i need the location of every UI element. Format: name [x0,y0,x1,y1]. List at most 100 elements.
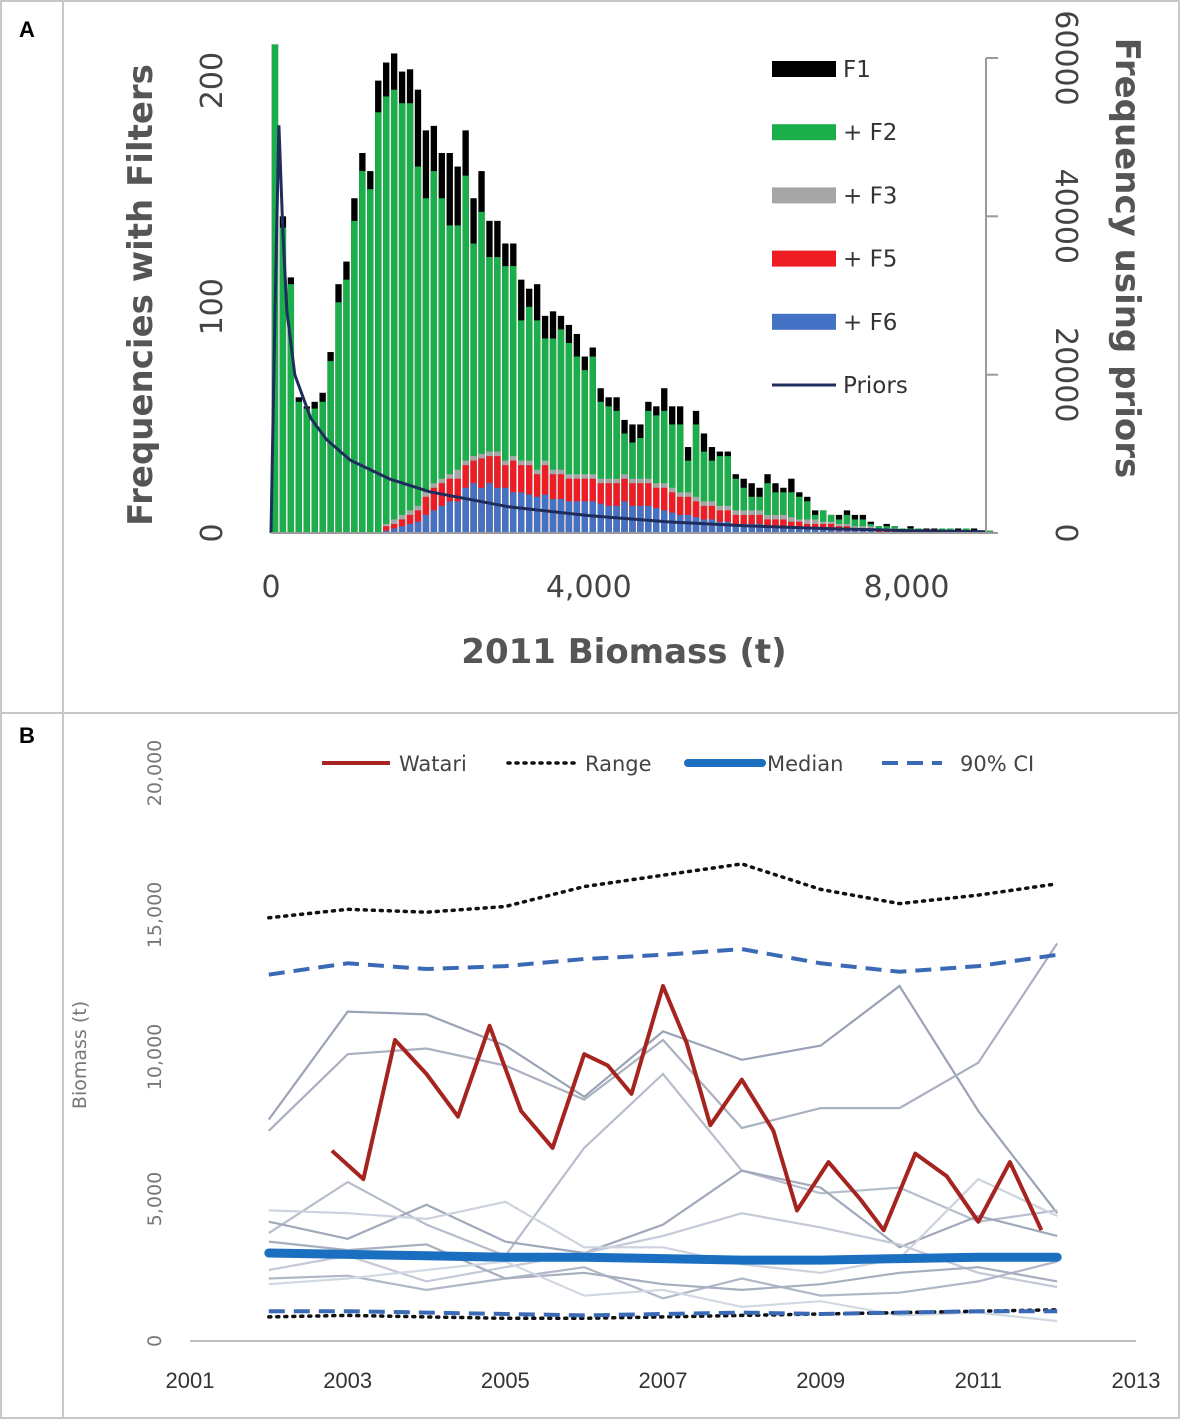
bar-f2-bin-34 [541,338,549,533]
legend-swatch [772,187,836,204]
bar-f6-bin-37 [565,501,573,533]
bar-f6-bin-59 [740,523,747,533]
legend-label: + F5 [843,247,897,273]
bar-f6-bin-35 [549,499,557,533]
bar-f6-bin-32 [526,494,533,533]
legend: F1 + F2 + F3 + F5 + F6 Priors [772,57,908,399]
bar-f6-bin-36 [557,499,565,533]
x-ticks: 0 4,000 8,000 [261,570,949,605]
bar-f6-bin-38 [573,501,581,533]
legend-label: + F6 [843,310,897,336]
left-y-ticks: 0 100 200 [195,52,230,543]
right-y-tick-label: 0 [1048,523,1083,542]
bar-f6-bin-75 [867,530,874,533]
bar-f6-bin-65 [788,528,795,533]
bar-f6-bin-66 [796,528,803,533]
bar-f2-bin-35 [549,338,557,533]
panel-b-label: B [19,723,35,748]
bar-f6-bin-56 [716,521,724,533]
bar-f6-bin-14 [383,530,390,533]
bar-f6-bin-41 [597,503,604,533]
bar-f2-bin-90 [986,530,994,533]
bar-f6-bin-22 [446,501,453,533]
bar-f6-bin-25 [470,483,477,533]
x-tick-label: 2013 [1112,1368,1161,1393]
series-other-8 [268,1240,1058,1292]
bar-f2-bin-18 [414,166,422,533]
bar-f6-bin-57 [724,521,731,533]
bar-f2-bin-14 [383,96,390,533]
bar-f6-bin-68 [812,528,819,533]
x-tick-label: 4,000 [546,570,632,605]
x-tick-label: 8,000 [864,570,950,605]
left-y-axis-title: Frequencies with Filters [121,64,161,526]
legend-label: F1 [843,57,871,83]
legend-label: 90% CI [960,752,1034,776]
bar-f2-bin-40 [589,356,596,533]
bar-f2-bin-39 [581,370,588,533]
bar-f6-bin-16 [398,526,406,533]
bar-f2-bin-6 [319,401,326,533]
bar-f6-bin-23 [454,501,461,533]
bar-f2-bin-50 [669,424,676,533]
x-tick-label: 2007 [639,1368,688,1393]
right-y-axis-title: Frequency using priors [1107,38,1147,478]
x-ticks: 2001 2003 2005 2007 2009 2011 2013 [166,1368,1161,1393]
series-median [264,1248,1062,1265]
bar-f6-bin-62 [764,526,771,533]
bar-f2-bin-11 [359,171,366,533]
bar-f6-bin-60 [748,523,755,533]
bar-f2-bin-26 [478,211,485,533]
bar-f2-bin-56 [716,456,724,533]
legend-swatch [772,313,836,330]
bar-f6-bin-29 [502,487,509,533]
bar-f2-bin-41 [597,401,604,533]
series-range-upper [267,862,1059,920]
y-tick-label: 20,000 [144,740,166,806]
bar-f2-bin-21 [438,198,445,534]
bar-f2-bin-31 [518,320,525,533]
right-y-tick-label: 20000 [1048,327,1083,422]
right-y-ticks: 0 20000 40000 60000 [1048,10,1083,542]
bar-f5-bin-14 [383,526,390,533]
bar-f2-bin-55 [708,460,716,533]
line-chart: 2001 2003 2005 2007 2009 2011 2013 0 5,000 10,00… [69,740,1160,1393]
bar-f2-bin-19 [422,198,430,534]
x-tick-label: 2001 [166,1368,215,1393]
bar-f6-bin-54 [700,519,708,533]
bar-f6-bin-69 [819,528,827,533]
bar-f6-bin-31 [518,492,525,533]
y-ticks: 0 5,000 10,000 15,000 20,000 [144,740,166,1347]
series-other-9 [268,1260,1058,1323]
bar-f6-bin-39 [581,501,588,533]
bar-f5-bin-15 [390,523,398,533]
bar-f2-bin-62 [764,483,771,533]
bar-f6-bin-53 [692,517,700,533]
bar-f6-bin-67 [804,528,811,533]
bar-f6-bin-17 [406,523,414,533]
legend-label: + F3 [843,183,897,209]
panel-b-frame [0,712,1180,1419]
legend-swatch [772,250,836,267]
bar-f6-bin-34 [541,494,549,533]
left-y-tick-label: 0 [195,523,230,542]
series-other-2 [268,942,1059,1132]
bar-f2-bin-49 [661,410,668,533]
bar-f6-bin-26 [478,487,485,533]
bar-f5-bin-53 [692,501,700,533]
legend-label: Watari [399,752,467,776]
right-y-tick-label: 60000 [1048,10,1083,105]
bar-f2-bin-8 [335,302,342,533]
bar-f6-bin-24 [462,487,469,533]
bar-f6-bin-73 [851,530,859,533]
bar-f2-bin-22 [446,225,453,533]
bar-f6-bin-28 [494,487,501,533]
bar-f6-bin-64 [780,526,787,533]
bar-f6-bin-20 [430,510,438,533]
bar-f2-bin-37 [565,343,573,533]
bar-f6-bin-43 [613,505,620,533]
bar-f2-bin-7 [327,361,334,533]
bar-f2-bin-48 [653,415,660,533]
x-axis-title: 2011 Biomass (t) [461,632,786,672]
